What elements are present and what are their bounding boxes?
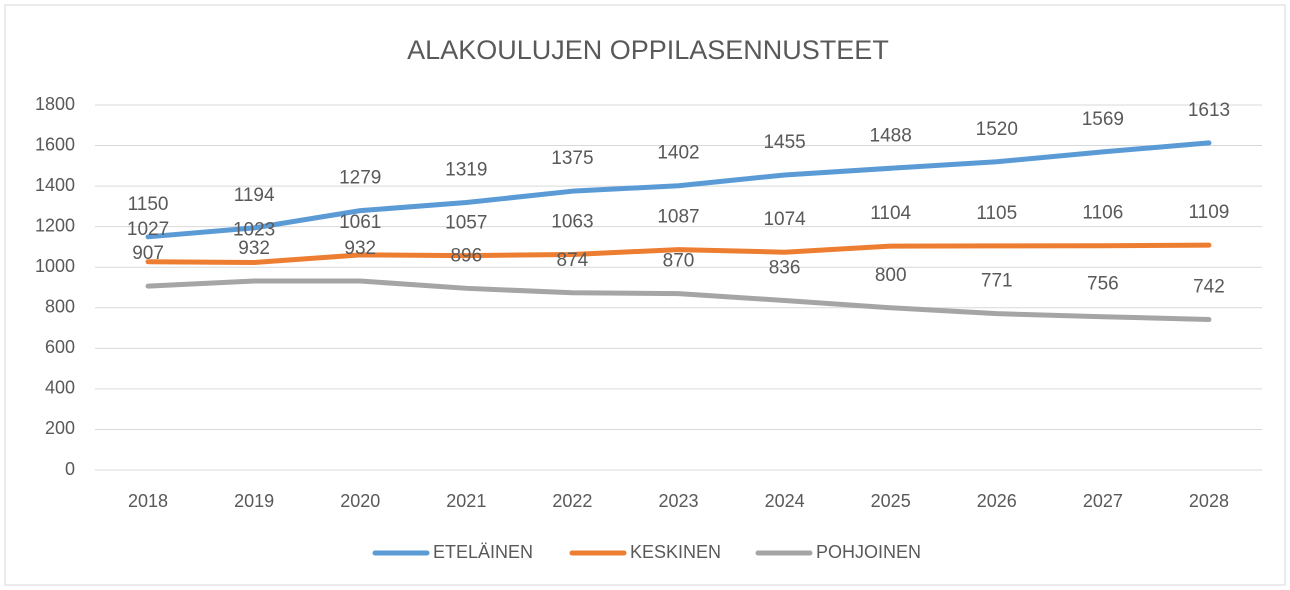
y-tick-label: 0 — [65, 459, 75, 479]
y-tick-label: 600 — [45, 337, 75, 357]
data-label: 1063 — [551, 211, 593, 232]
series-line — [145, 278, 1212, 323]
data-label: 1104 — [870, 203, 911, 224]
series-line — [145, 242, 1212, 266]
data-label: 1023 — [233, 220, 275, 241]
y-tick-label: 1600 — [35, 134, 75, 154]
y-tick-label: 200 — [45, 418, 75, 438]
data-label: 896 — [450, 245, 482, 266]
legend-label: ETELÄINEN — [433, 542, 533, 562]
data-label: 1027 — [127, 219, 169, 240]
x-tick-label: 2026 — [977, 491, 1017, 511]
data-label: 932 — [238, 238, 270, 259]
data-label: 1375 — [551, 148, 593, 169]
data-label: 771 — [981, 271, 1013, 292]
data-label: 1057 — [445, 213, 487, 234]
x-tick-label: 2021 — [446, 491, 486, 511]
data-label: 742 — [1193, 277, 1225, 298]
x-tick-label: 2018 — [128, 491, 168, 511]
chart-title: ALAKOULUJEN OPPILASENNUSTEET — [407, 35, 889, 65]
data-label: 1520 — [976, 119, 1018, 140]
data-label: 874 — [557, 250, 589, 271]
data-label: 1194 — [234, 185, 275, 206]
legend-label: KESKINEN — [630, 542, 721, 562]
y-tick-label: 400 — [45, 378, 75, 398]
y-tick-label: 1000 — [35, 256, 75, 276]
data-label: 932 — [344, 238, 376, 259]
y-tick-label: 1200 — [35, 215, 75, 235]
data-label: 1319 — [445, 160, 487, 181]
series-line — [145, 140, 1212, 240]
data-label: 800 — [875, 265, 907, 286]
data-label: 1061 — [339, 212, 381, 233]
data-label: 1074 — [763, 209, 806, 230]
data-label: 1279 — [339, 168, 381, 189]
x-tick-label: 2028 — [1189, 491, 1229, 511]
x-tick-label: 2019 — [234, 491, 274, 511]
data-label: 1455 — [763, 132, 805, 153]
data-label: 1488 — [870, 125, 912, 146]
y-tick-label: 1800 — [35, 94, 75, 114]
data-label: 870 — [663, 251, 695, 272]
x-tick-label: 2025 — [871, 491, 911, 511]
legend-label: POHJOINEN — [816, 542, 921, 562]
data-label: 1569 — [1082, 109, 1124, 130]
data-label: 1106 — [1082, 203, 1123, 224]
data-label: 1109 — [1189, 202, 1230, 223]
y-tick-label: 1400 — [35, 175, 75, 195]
data-label: 756 — [1087, 274, 1119, 295]
data-label: 907 — [132, 243, 164, 264]
data-label: 1150 — [128, 194, 169, 215]
x-tick-label: 2020 — [340, 491, 380, 511]
data-label: 836 — [769, 257, 801, 278]
data-label: 1613 — [1188, 100, 1230, 121]
data-label: 1087 — [657, 207, 699, 228]
y-tick-label: 800 — [45, 297, 75, 317]
data-label: 1105 — [976, 203, 1017, 224]
data-label: 1402 — [657, 143, 699, 164]
x-tick-label: 2023 — [658, 491, 698, 511]
x-tick-label: 2022 — [552, 491, 592, 511]
x-tick-label: 2024 — [765, 491, 805, 511]
x-tick-label: 2027 — [1083, 491, 1123, 511]
